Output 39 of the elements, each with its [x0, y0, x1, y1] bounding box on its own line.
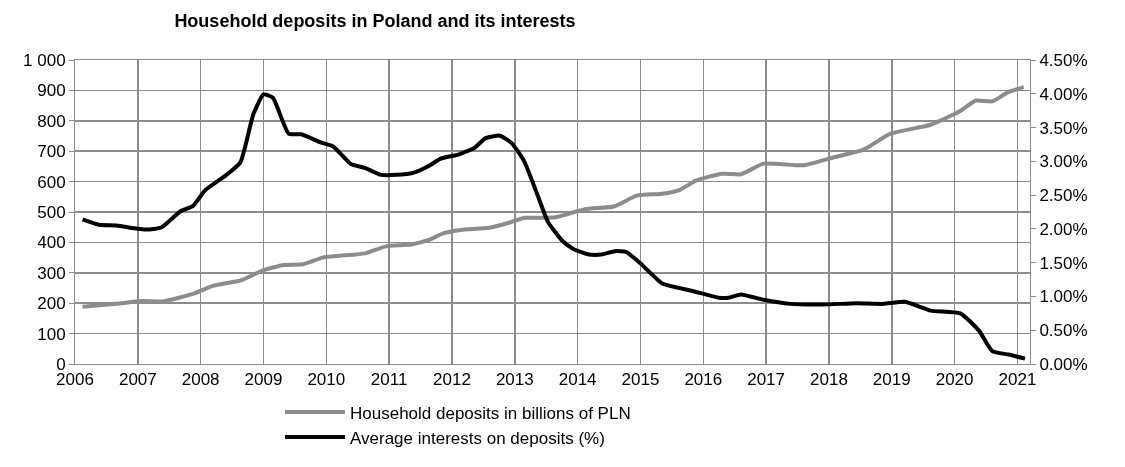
y-tick-label: 100 — [37, 324, 66, 344]
y-tick-label: 700 — [37, 142, 66, 162]
x-tick-label: 2007 — [118, 370, 157, 390]
x-tick-label: 2016 — [684, 370, 723, 390]
x-tick-label: 2013 — [495, 370, 534, 390]
y2-tick-label: 2.50% — [1039, 186, 1088, 206]
x-tick-label: 2009 — [244, 370, 283, 390]
x-tick-label: 2012 — [433, 370, 471, 390]
y-tick-label: 600 — [37, 172, 66, 192]
x-tick-label: 2014 — [558, 370, 597, 390]
y2-tick-label: 3.50% — [1039, 118, 1088, 138]
y2-tick-label: 3.00% — [1039, 152, 1088, 172]
y2-tick-label: 4.00% — [1039, 84, 1088, 104]
x-tick-label: 2020 — [935, 370, 974, 390]
legend-label: Household deposits in billions of PLN — [350, 403, 631, 423]
y2-tick-label: 1.00% — [1039, 287, 1088, 307]
legend-label: Average interests on deposits (%) — [350, 428, 605, 448]
y2-tick-label: 2.00% — [1039, 219, 1088, 239]
y-tick-label: 1 000 — [23, 50, 66, 70]
x-tick-label: 2021 — [998, 370, 1037, 390]
y2-tick-label: 4.50% — [1039, 50, 1088, 70]
y-tick-label: 900 — [37, 81, 66, 101]
x-tick-label: 2018 — [810, 370, 848, 390]
y-tick-label: 200 — [37, 294, 66, 314]
x-tick-label: 2019 — [872, 370, 911, 390]
x-tick-label: 2017 — [747, 370, 786, 390]
y-tick-label: 400 — [37, 233, 66, 253]
x-tick-label: 2011 — [370, 370, 408, 390]
y2-tick-label: 0.00% — [1039, 354, 1088, 374]
x-tick-label: 2008 — [181, 370, 220, 390]
x-tick-label: 2015 — [621, 370, 660, 390]
line-series — [80, 92, 1027, 361]
y-tick-label: 800 — [37, 111, 66, 131]
y-tick-label: 300 — [37, 263, 66, 283]
chart-title: Household deposits in Poland and its interests — [174, 10, 576, 31]
y2-tick-label: 0.50% — [1039, 321, 1088, 341]
x-tick-label: 2010 — [307, 370, 346, 390]
y-tick-label: 500 — [37, 202, 66, 222]
y2-tick-label: 1.50% — [1039, 253, 1088, 273]
